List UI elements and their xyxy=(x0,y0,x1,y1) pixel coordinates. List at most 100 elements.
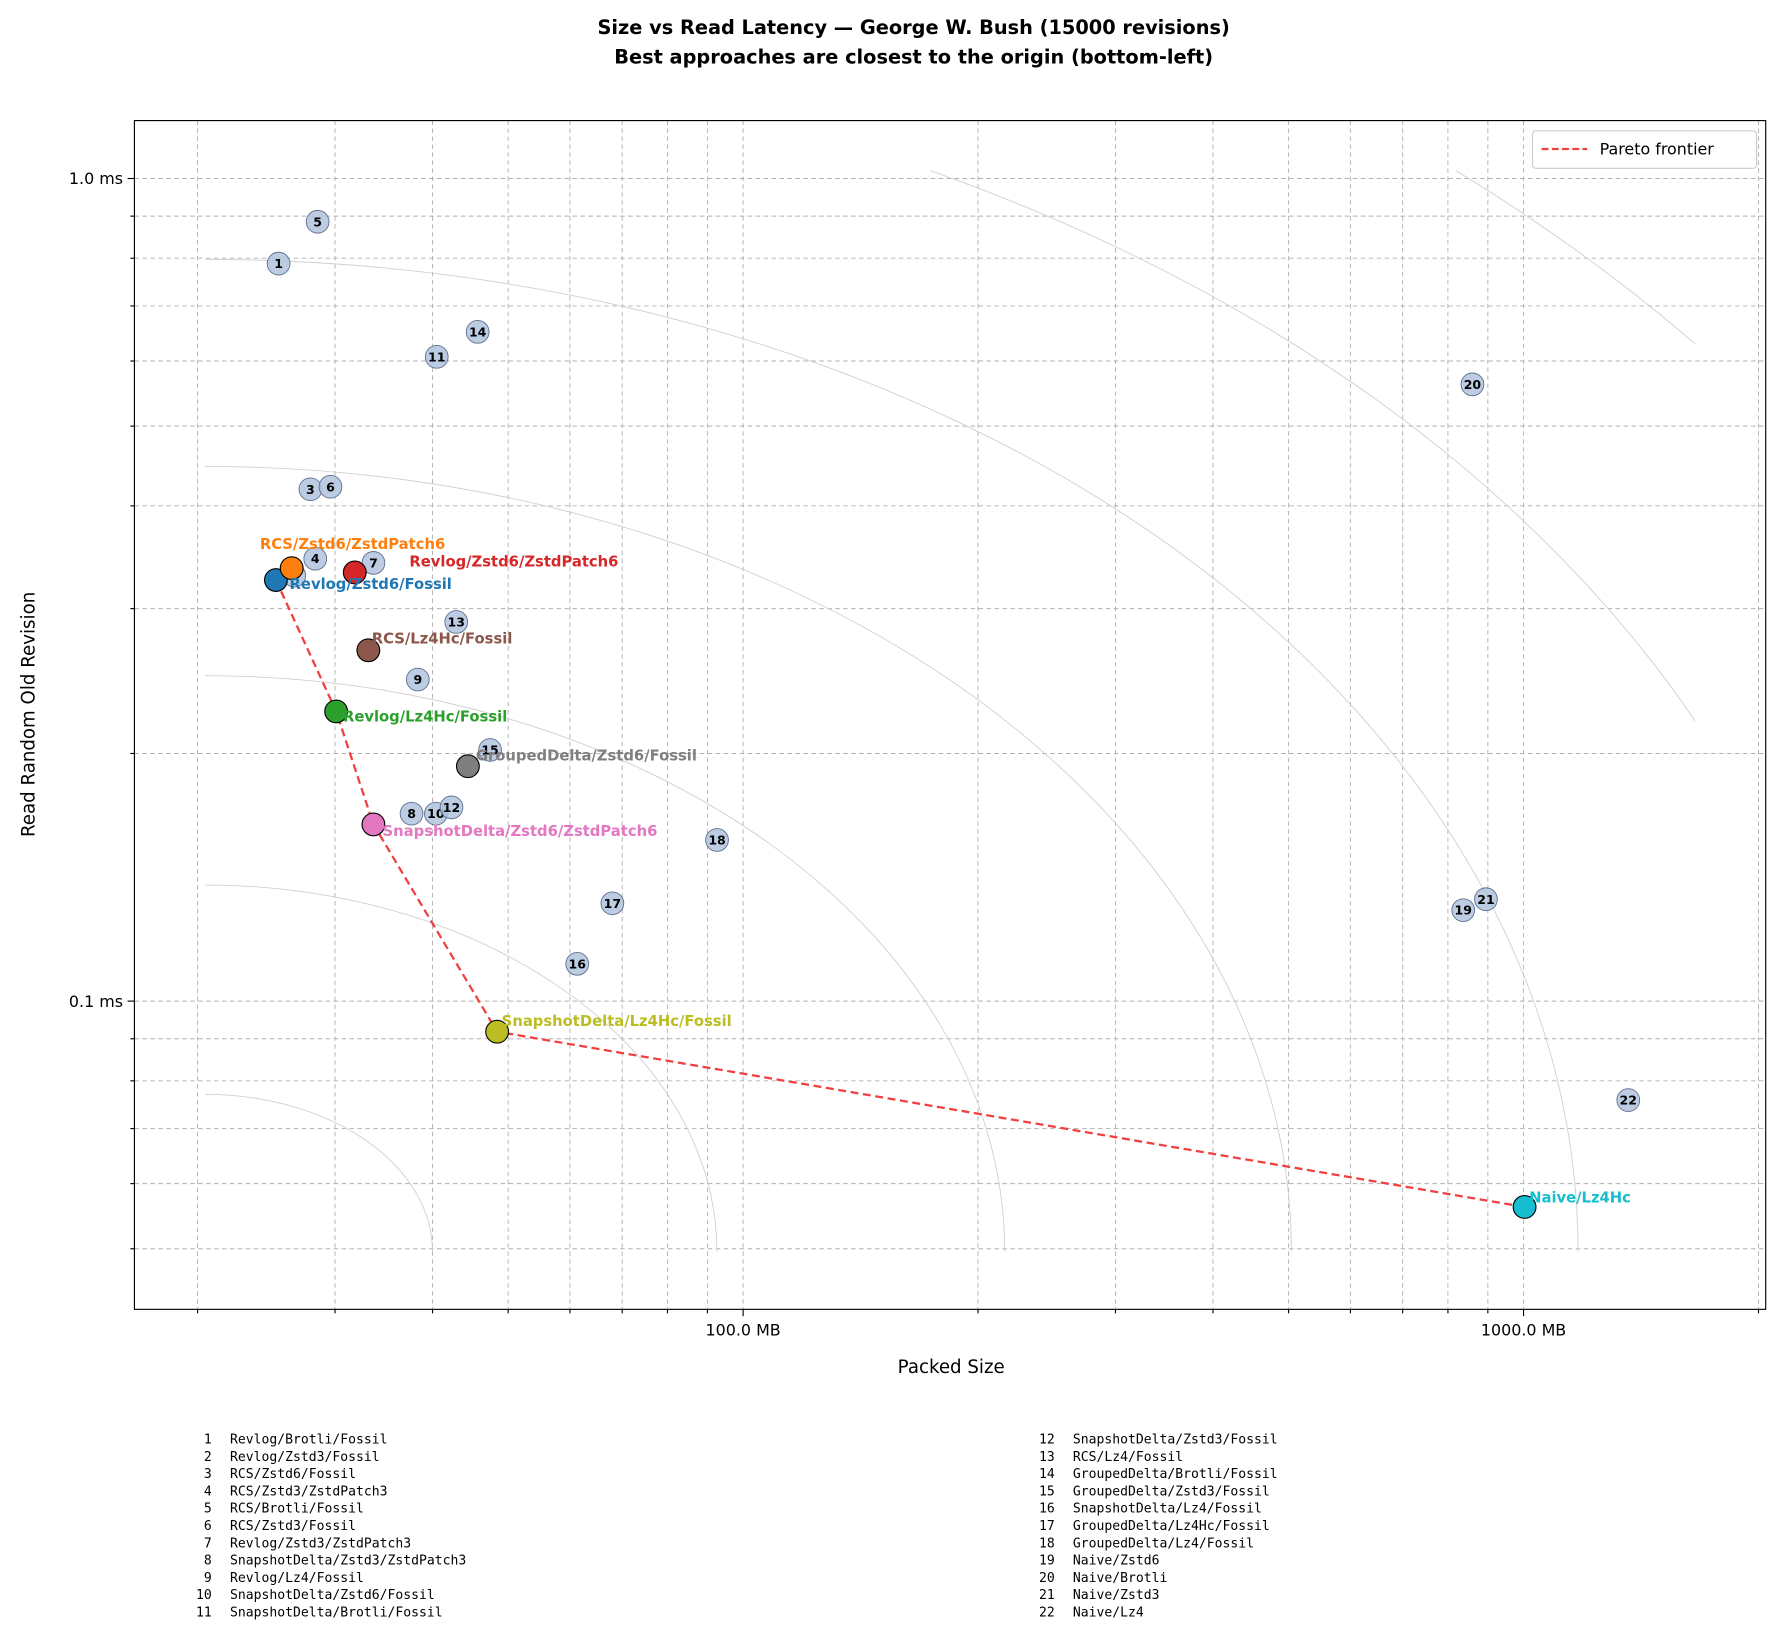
point xyxy=(305,209,330,234)
key-name: SnapshotDelta/Zstd3/ZstdPatch3 xyxy=(230,1554,466,1569)
legend-label: Pareto frontier xyxy=(1600,140,1715,159)
highlight-label: RCS/Lz4Hc/Fossil xyxy=(372,630,513,647)
pareto-line xyxy=(274,579,1525,1209)
highlight-point xyxy=(356,638,381,663)
highlight-point xyxy=(324,699,349,724)
highlight-point xyxy=(361,812,386,837)
distance-arc xyxy=(204,258,1579,1252)
point-label: 1 xyxy=(274,256,283,271)
distance-arc xyxy=(928,170,1696,722)
key-name: Revlog/Zstd3/ZstdPatch3 xyxy=(230,1536,411,1551)
distance-arc xyxy=(1454,170,1696,345)
axes: 100.0 MB 1000.0 MB 0.1 ms 1.0 ms xyxy=(69,169,1760,1340)
highlight-point xyxy=(1512,1195,1537,1219)
key-number: 17 xyxy=(1039,1519,1055,1534)
point xyxy=(303,546,328,571)
highlight-point xyxy=(342,560,367,585)
point-label: 7 xyxy=(369,555,378,570)
key-number: 20 xyxy=(1039,1571,1055,1586)
legend-box xyxy=(1531,130,1758,169)
key-number: 10 xyxy=(196,1588,212,1603)
key-name: Naive/Zstd6 xyxy=(1073,1554,1160,1569)
highlight-label: Revlog/Zstd6/Fossil xyxy=(290,576,452,593)
point-label: 13 xyxy=(448,615,465,630)
point xyxy=(1474,887,1498,912)
point-label: 21 xyxy=(1477,892,1494,907)
point-label: 8 xyxy=(407,806,416,821)
key-name: GroupedDelta/Lz4Hc/Fossil xyxy=(1073,1519,1270,1534)
key-name: Revlog/Brotli/Fossil xyxy=(230,1433,387,1448)
point xyxy=(465,320,490,344)
point-label: 5 xyxy=(313,214,322,229)
key-name: RCS/Brotli/Fossil xyxy=(230,1502,364,1517)
point xyxy=(478,738,502,762)
plot-area: 12345678910111213141516171819202122Revlo… xyxy=(260,209,1641,1219)
key-number: 21 xyxy=(1039,1588,1055,1603)
key-name: SnapshotDelta/Zstd6/Fossil xyxy=(230,1588,435,1603)
point xyxy=(600,891,625,916)
point-label: 4 xyxy=(311,551,320,566)
key-number: 2 xyxy=(204,1450,212,1465)
distance-arc xyxy=(204,1093,433,1252)
key-name: Revlog/Lz4/Fossil xyxy=(230,1571,364,1586)
point xyxy=(1451,898,1476,922)
key-list: 1 Revlog/Brotli/Fossil 2 Revlog/Zstd3/Fossi… xyxy=(196,1433,1278,1621)
point xyxy=(424,345,449,369)
point xyxy=(565,952,590,976)
highlight-label: Naive/Lz4Hc xyxy=(1529,1189,1631,1206)
distance-arc xyxy=(204,465,1292,1252)
key-number: 4 xyxy=(204,1484,212,1499)
key-number: 13 xyxy=(1039,1450,1055,1465)
point-label: 9 xyxy=(413,672,422,687)
key-name: SnapshotDelta/Lz4/Fossil xyxy=(1073,1502,1262,1517)
key-name: GroupedDelta/Lz4/Fossil xyxy=(1073,1536,1254,1551)
key-name: RCS/Zstd6/Fossil xyxy=(230,1467,356,1482)
point xyxy=(1460,372,1485,397)
point xyxy=(399,801,424,826)
point-label: 18 xyxy=(708,833,725,848)
key-number: 19 xyxy=(1039,1554,1055,1569)
key-name: SnapshotDelta/Brotli/Fossil xyxy=(230,1605,443,1620)
point-label: 6 xyxy=(326,479,335,494)
x-tick-label: 1000.0 MB xyxy=(1481,1321,1566,1340)
point-label: 11 xyxy=(428,349,445,364)
point-label: 14 xyxy=(469,324,487,339)
point xyxy=(266,251,291,276)
y-tick-label: 1.0 ms xyxy=(69,169,123,188)
key-number: 22 xyxy=(1039,1605,1055,1620)
distance-arc xyxy=(204,884,718,1252)
chart-title: Size vs Read Latency — George W. Bush (1… xyxy=(598,16,1230,39)
point xyxy=(1616,1088,1641,1112)
key-number: 8 xyxy=(204,1554,212,1569)
key-name: GroupedDelta/Brotli/Fossil xyxy=(1073,1467,1278,1482)
key-number: 16 xyxy=(1039,1502,1055,1517)
point xyxy=(405,667,430,692)
highlight-point xyxy=(485,1019,510,1044)
point-label: 20 xyxy=(1464,377,1482,392)
point xyxy=(439,795,464,820)
key-name: RCS/Lz4/Fossil xyxy=(1073,1450,1183,1465)
highlight-point xyxy=(455,754,480,779)
point-label: 16 xyxy=(569,956,587,971)
key-name: Naive/Brotli xyxy=(1073,1571,1168,1586)
point-label: 22 xyxy=(1620,1093,1637,1108)
point-label: 3 xyxy=(306,482,315,497)
key-number: 1 xyxy=(204,1433,212,1448)
key-number: 6 xyxy=(204,1519,212,1534)
highlight-label: Revlog/Lz4Hc/Fossil xyxy=(343,709,507,726)
key-name: Naive/Lz4 xyxy=(1073,1605,1144,1620)
key-name: Revlog/Zstd3/Fossil xyxy=(230,1450,380,1465)
highlight-point xyxy=(279,556,304,581)
y-tick-label: 0.1 ms xyxy=(69,992,123,1011)
legend: Pareto frontier xyxy=(1531,130,1758,169)
key-number: 18 xyxy=(1039,1536,1055,1551)
point-label: 12 xyxy=(443,800,460,815)
point-label: 15 xyxy=(481,742,498,757)
key-name: RCS/Zstd3/Fossil xyxy=(230,1519,356,1534)
x-axis-label: Packed Size xyxy=(898,1357,1005,1378)
highlight-label: GroupedDelta/Zstd6/Fossil xyxy=(476,748,697,765)
y-axis-label: Read Random Old Revision xyxy=(18,592,39,837)
highlight-label: RCS/Zstd6/ZstdPatch6 xyxy=(260,536,445,553)
